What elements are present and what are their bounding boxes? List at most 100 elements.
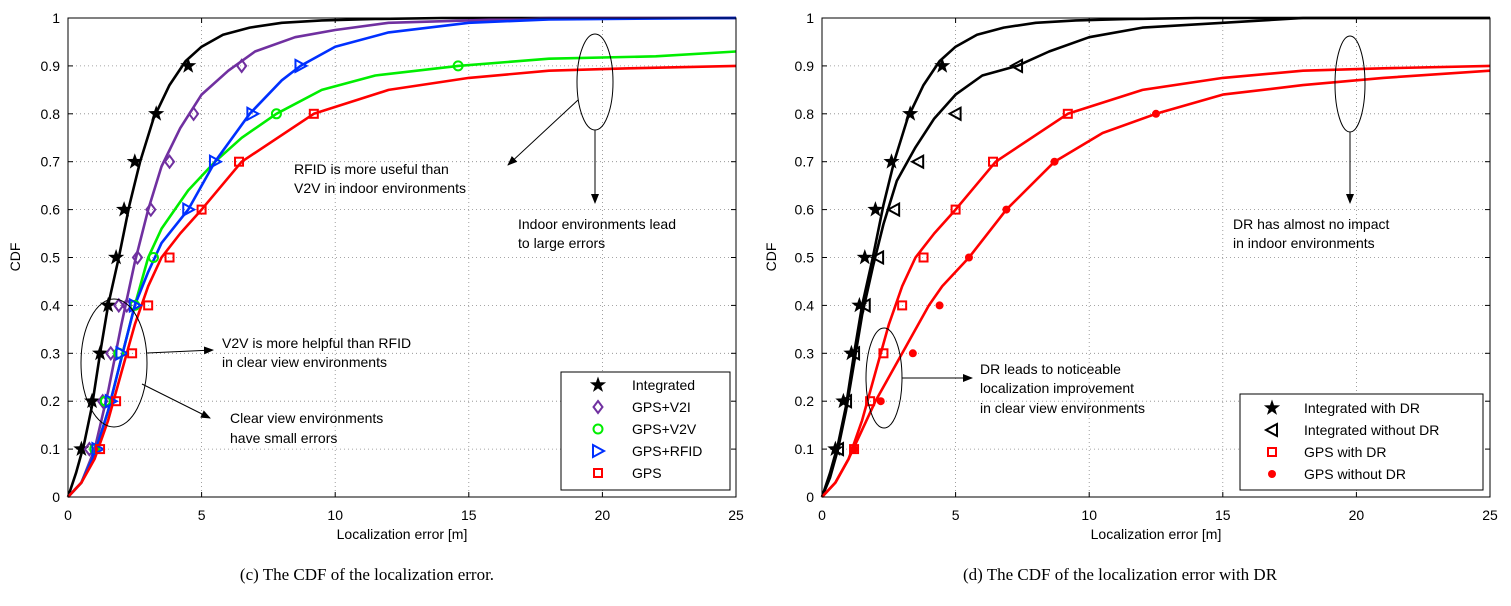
marker-gps: [143, 300, 154, 311]
legend-label-integrated: Integrated: [632, 377, 695, 393]
marker-gps-without-dr: [1002, 205, 1011, 214]
annotation-rfid-line2: V2V in indoor environments: [294, 180, 466, 196]
marker-gps-with-dr: [878, 348, 889, 359]
annotation-dr-clear-line2: localization improvement: [980, 380, 1134, 396]
legend-label-integrated-without-dr: Integrated without DR: [1304, 422, 1439, 438]
marker-integrated-without-dr: [910, 154, 925, 170]
marker-integrated-without-dr: [947, 106, 962, 122]
marker-gps-without-dr: [876, 397, 885, 406]
x-tick-label: 10: [1081, 507, 1097, 523]
legend-marker-gps-v2v: [592, 423, 604, 435]
caption-d: (d) The CDF of the localization error wi…: [963, 565, 1278, 584]
marker-gps-v2i: [145, 201, 157, 218]
marker-gps-without-dr: [1050, 157, 1059, 166]
legend-marker-integrated-without-dr: [1263, 422, 1278, 438]
plot-frame-d: [821, 17, 1491, 498]
legend-label-gps-with-dr: GPS with DR: [1304, 444, 1386, 460]
legend-marker-gps-without-dr: [1268, 470, 1276, 478]
y-tick-label: 0.6: [795, 202, 815, 218]
arrow-indoor-to-rfid-text: [507, 99, 579, 166]
marker-gps-rfid: [246, 106, 261, 122]
marker-integrated: [108, 249, 125, 265]
y-tick-label: 0.3: [41, 345, 61, 361]
x-tick-label: 10: [327, 507, 343, 523]
marker-integrated: [180, 57, 197, 73]
plot-frame-c: [67, 17, 737, 498]
marker-integrated: [100, 296, 117, 313]
y-tick-label: 0.1: [41, 441, 61, 457]
marker-gps-v2i: [187, 106, 200, 122]
legend-marker-integrated: [589, 376, 607, 392]
ellipse-indoor-d: [1334, 35, 1366, 133]
marker-integrated: [148, 105, 165, 121]
marker-gps-v2i: [235, 58, 248, 74]
annotation-indoor-line2: to large errors: [518, 235, 605, 251]
marker-integrated: [73, 440, 90, 456]
series-line-gps-with-dr: [821, 64, 1491, 498]
y-tick-label: 0.5: [41, 250, 61, 266]
y-axis-label-d: CDF: [763, 243, 779, 272]
marker-integrated-with-dr: [902, 105, 919, 121]
series-markers-d: [827, 57, 1160, 457]
marker-gps-with-dr: [865, 396, 876, 407]
y-tick-label: 0.7: [41, 154, 61, 170]
series-line-gps: [67, 64, 737, 498]
legend-c: Integrated GPS+V2I GPS+V2V GPS+RFID GPS: [560, 371, 731, 491]
marker-gps-with-dr: [988, 156, 999, 167]
legend-label-gps: GPS: [632, 465, 662, 481]
x-tick-label: 15: [461, 507, 477, 523]
y-tick-label: 0.8: [795, 106, 815, 122]
marker-integrated-without-dr: [837, 393, 853, 409]
marker-gps-without-dr: [1152, 109, 1160, 118]
marker-integrated: [92, 344, 109, 361]
marker-integrated: [126, 153, 143, 169]
marker-integrated-without-dr: [856, 297, 871, 314]
marker-integrated-with-dr: [934, 57, 951, 73]
x-tick-label: 5: [198, 507, 206, 523]
marker-gps-with-dr: [950, 204, 961, 215]
marker-gps: [196, 204, 207, 215]
y-tick-label: 1: [806, 10, 814, 26]
marker-integrated: [84, 392, 101, 409]
x-tick-label: 0: [818, 507, 826, 523]
annotation-dr-clear-line1: DR leads to noticeable: [980, 361, 1121, 377]
y-tick-label: 0.8: [41, 106, 61, 122]
marker-gps: [111, 396, 122, 407]
annotation-clear-line2: have small errors: [230, 430, 337, 446]
y-tick-label: 0.2: [41, 393, 61, 409]
marker-integrated-without-dr: [829, 441, 845, 457]
series-line-gps-without-dr: [821, 69, 1491, 498]
x-tick-label: 20: [595, 507, 611, 523]
marker-gps-with-dr: [918, 252, 929, 263]
marker-gps-v2v: [452, 60, 464, 72]
legend-label-gps-without-dr: GPS without DR: [1304, 466, 1406, 482]
marker-gps: [95, 444, 106, 455]
marker-gps-rfid: [128, 297, 143, 314]
x-tick-label: 25: [1482, 507, 1498, 523]
tick-labels-d: 0 5 10 15 20 25 0 0.1 0.2 0.3 0.4 0.5 0.6 0.7 0.8 0.9 1: [795, 10, 1498, 523]
y-tick-label: 0.4: [41, 297, 61, 313]
x-tick-label: 20: [1349, 507, 1365, 523]
y-tick-label: 1: [52, 10, 60, 26]
marker-gps-without-dr: [935, 301, 944, 310]
series-markers-c: [73, 57, 464, 457]
y-tick-label: 0: [52, 489, 60, 505]
marker-gps-v2i: [131, 249, 144, 266]
legend-d: Integrated with DR Integrated without DR G…: [1239, 393, 1484, 491]
y-tick-label: 0.6: [41, 202, 61, 218]
marker-gps-rfid: [182, 201, 197, 218]
legend-box-c: [560, 371, 731, 491]
marker-gps-without-dr: [850, 445, 859, 454]
marker-gps: [127, 348, 138, 359]
y-tick-label: 0.3: [795, 345, 815, 361]
x-axis-label-d: Localization error [m]: [1091, 526, 1222, 542]
series-line-gps-rfid: [67, 16, 737, 498]
marker-integrated-with-dr: [856, 249, 873, 265]
legend-marker-gps-v2i: [592, 399, 604, 415]
legend-label-gps-v2i: GPS+V2I: [632, 399, 691, 415]
marker-gps-without-dr: [964, 253, 973, 262]
x-tick-label: 25: [728, 507, 744, 523]
x-tick-label: 5: [952, 507, 960, 523]
y-tick-label: 0.2: [795, 393, 815, 409]
